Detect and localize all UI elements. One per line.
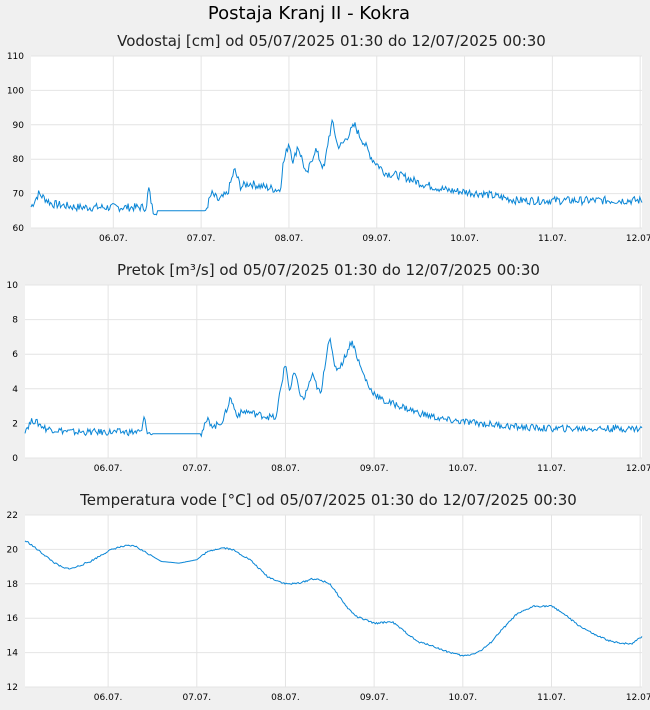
y-tick-label: 0 — [12, 454, 18, 464]
x-tick-label: 08.07. — [271, 693, 300, 703]
plot-area — [25, 285, 642, 458]
x-tick-label: 06.07. — [94, 693, 123, 703]
x-tick-label: 10.07. — [448, 464, 477, 474]
y-tick-label: 60 — [13, 224, 25, 234]
y-tick-label: 6 — [12, 350, 18, 360]
y-tick-label: 14 — [7, 649, 19, 659]
x-tick-label: 07.07. — [182, 693, 211, 703]
x-tick-label: 09.07. — [362, 234, 391, 244]
x-tick-label: 07.07. — [187, 234, 216, 244]
x-tick-label: 11.07. — [537, 464, 566, 474]
x-tick-label: 08.07. — [271, 464, 300, 474]
chart-title: Pretok [m³/s] od 05/07/2025 01:30 do 12/… — [117, 261, 540, 279]
y-tick-label: 12 — [7, 683, 18, 693]
plot-area — [25, 515, 642, 687]
station-title: Postaja Kranj II - Kokra — [207, 3, 411, 24]
y-tick-label: 8 — [12, 316, 18, 326]
series-line — [24, 337, 643, 438]
water-temperature-chart: Temperatura vode [°C] od 05/07/2025 01:3… — [7, 491, 650, 703]
x-tick-label: 09.07. — [360, 464, 389, 474]
x-tick-label: 12.07. — [626, 464, 650, 474]
y-tick-label: 18 — [7, 580, 19, 590]
series-line — [30, 118, 643, 216]
x-tick-label: 11.07. — [537, 693, 566, 703]
x-tick-label: 12.07. — [626, 234, 650, 244]
y-tick-label: 110 — [7, 52, 24, 62]
y-tick-label: 4 — [12, 385, 18, 395]
y-tick-label: 20 — [7, 545, 19, 555]
series-line — [24, 540, 643, 657]
chart-title: Vodostaj [cm] od 05/07/2025 01:30 do 12/… — [117, 32, 546, 50]
x-tick-label: 10.07. — [448, 693, 477, 703]
y-tick-label: 70 — [13, 190, 25, 200]
chart-title: Temperatura vode [°C] od 05/07/2025 01:3… — [79, 491, 577, 509]
y-tick-label: 16 — [7, 614, 19, 624]
water-level-chart: Vodostaj [cm] od 05/07/2025 01:30 do 12/… — [7, 32, 650, 244]
y-tick-label: 10 — [7, 281, 19, 291]
discharge-chart: Pretok [m³/s] od 05/07/2025 01:30 do 12/… — [7, 261, 650, 474]
x-tick-label: 11.07. — [538, 234, 567, 244]
y-tick-label: 90 — [13, 121, 25, 131]
x-tick-label: 12.07. — [626, 693, 650, 703]
x-tick-label: 06.07. — [94, 464, 123, 474]
y-tick-label: 100 — [7, 86, 24, 96]
y-tick-label: 80 — [13, 155, 25, 165]
x-tick-label: 09.07. — [360, 693, 389, 703]
x-tick-label: 08.07. — [275, 234, 304, 244]
x-tick-label: 06.07. — [99, 234, 128, 244]
x-tick-label: 10.07. — [450, 234, 479, 244]
x-tick-label: 07.07. — [182, 464, 211, 474]
y-tick-label: 22 — [7, 511, 18, 521]
y-tick-label: 2 — [12, 419, 18, 429]
